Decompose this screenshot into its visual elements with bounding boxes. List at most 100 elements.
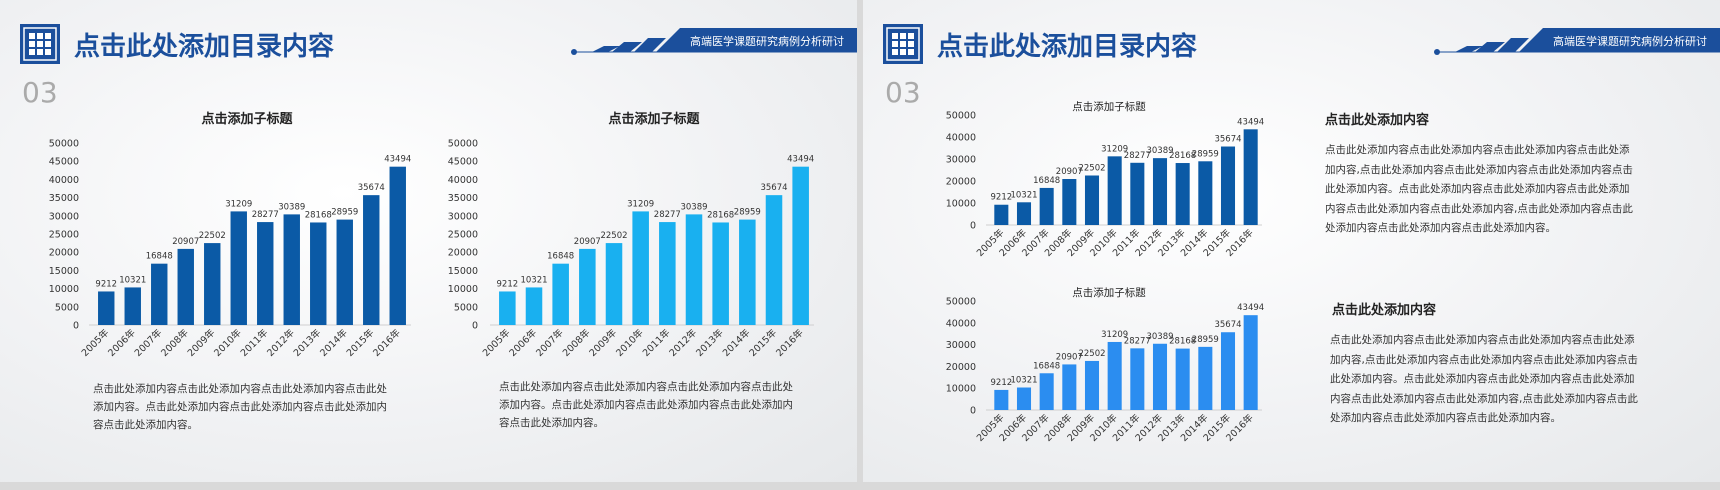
- chart-title: 点击添加子标题: [1072, 100, 1146, 113]
- data-label: 30389: [278, 202, 305, 212]
- y-tick-label: 40000: [448, 175, 478, 186]
- bar: [363, 195, 380, 325]
- bar: [98, 291, 115, 325]
- y-tick-label: 10000: [946, 384, 976, 395]
- data-label: 20907: [1056, 167, 1083, 177]
- header-stripes: [1455, 38, 1529, 52]
- bar: [124, 287, 141, 325]
- data-label: 10321: [520, 275, 547, 285]
- data-label: 43494: [1237, 303, 1264, 313]
- data-label: 22502: [199, 231, 226, 241]
- x-tick-label: 2005年: [480, 326, 513, 359]
- data-label: 28277: [252, 210, 279, 220]
- y-tick-label: 30000: [448, 211, 478, 222]
- y-tick-label: 0: [970, 406, 976, 417]
- bar: [1152, 343, 1168, 410]
- data-label: 22502: [600, 231, 627, 241]
- data-label: 31209: [225, 199, 252, 209]
- data-label: 35674: [1214, 320, 1241, 330]
- bar: [283, 214, 300, 325]
- data-label: 28959: [1192, 335, 1219, 345]
- y-tick-label: 45000: [49, 157, 79, 168]
- data-label: 20907: [1056, 352, 1083, 362]
- slide: 点击此处添加目录内容 03 高端医学课题研究病例分析研讨 点击添加子标题 0 500…: [0, 0, 857, 482]
- bar: [579, 248, 596, 325]
- bar: [712, 222, 729, 325]
- bar: [336, 219, 353, 325]
- y-tick-label: 35000: [448, 193, 478, 204]
- data-label: 28168: [1169, 151, 1196, 161]
- y-tick-label: 40000: [49, 175, 79, 186]
- data-label: 16848: [146, 252, 173, 262]
- data-label: 35674: [358, 183, 385, 193]
- icon-frame: [886, 27, 920, 61]
- bar: [1107, 156, 1122, 225]
- icon-frame: [23, 27, 57, 61]
- chart-title: 点击添加子标题: [201, 111, 293, 127]
- data-label: 20907: [172, 237, 199, 247]
- data-label: 30389: [1146, 146, 1173, 156]
- header-dot: [1434, 49, 1440, 55]
- data-label: 31209: [627, 199, 654, 209]
- data-label: 9212: [95, 279, 117, 289]
- x-tick-label: 2016年: [773, 326, 806, 359]
- bar: [1198, 161, 1213, 225]
- data-label: 28959: [734, 208, 761, 218]
- data-label: 28277: [654, 210, 681, 220]
- chart-title: 点击添加子标题: [1072, 286, 1146, 299]
- bar: [792, 166, 809, 325]
- icon-grid: [29, 33, 51, 55]
- data-label: 28959: [331, 208, 358, 218]
- chart-caption: 点击此处添加内容点击此处添加内容点击此处添加内容点击此处添加内容。点击此处添加内…: [93, 383, 387, 431]
- bar: [1107, 341, 1122, 410]
- y-tick-label: 0: [472, 321, 478, 332]
- bar: [659, 222, 676, 325]
- tagline: 高端医学课题研究病例分析研讨: [1553, 34, 1707, 48]
- y-tick-label: 10000: [946, 199, 976, 210]
- bar: [1243, 315, 1258, 410]
- y-tick-label: 25000: [49, 230, 79, 241]
- bar: [1220, 146, 1236, 225]
- section-number: 03: [22, 76, 58, 109]
- y-tick-label: 0: [73, 321, 79, 332]
- bar: [230, 211, 247, 325]
- bar: [605, 243, 623, 325]
- bar: [177, 248, 194, 325]
- y-tick-label: 15000: [448, 266, 478, 277]
- chart: 点击添加子标题010000200003000040000500009212200…: [946, 286, 1264, 444]
- bar: [994, 389, 1009, 410]
- header-dot: [571, 49, 577, 55]
- data-label: 10321: [1010, 376, 1037, 386]
- y-tick-label: 30000: [49, 211, 79, 222]
- data-label: 28277: [1124, 151, 1151, 161]
- x-tick-label: 2014年: [720, 326, 753, 359]
- y-tick-label: 20000: [49, 248, 79, 259]
- y-tick-label: 20000: [448, 248, 478, 259]
- y-tick-label: 20000: [946, 362, 976, 373]
- data-label: 10321: [119, 275, 146, 285]
- bar: [1039, 187, 1054, 225]
- data-label: 9212: [991, 378, 1013, 388]
- chart-title: 点击添加子标题: [608, 111, 700, 127]
- data-label: 28168: [707, 210, 734, 220]
- slide-header: 点击此处添加目录内容 03 高端医学课题研究病例分析研讨: [883, 24, 1720, 109]
- bar: [765, 195, 783, 325]
- y-tick-label: 10000: [448, 284, 478, 295]
- bar: [1243, 129, 1258, 225]
- bar: [685, 214, 703, 325]
- note-heading: 点击此处添加内容: [1332, 303, 1437, 318]
- bar: [310, 222, 327, 325]
- data-label: 9212: [497, 279, 519, 289]
- x-tick-label: 2011年: [640, 326, 673, 359]
- chart: 点击添加子标题010000200003000040000500009212200…: [946, 100, 1264, 259]
- bar: [1175, 348, 1190, 410]
- data-label: 9212: [991, 193, 1013, 203]
- bar: [151, 263, 168, 325]
- bar: [552, 263, 569, 325]
- chart-caption: 点击此处添加内容点击此处添加内容点击此处添加内容点击此处添加内容。点击此处添加内…: [499, 381, 793, 429]
- bar: [632, 211, 649, 325]
- bar: [1062, 179, 1077, 225]
- data-label: 16848: [1033, 176, 1060, 186]
- bar: [1130, 348, 1145, 410]
